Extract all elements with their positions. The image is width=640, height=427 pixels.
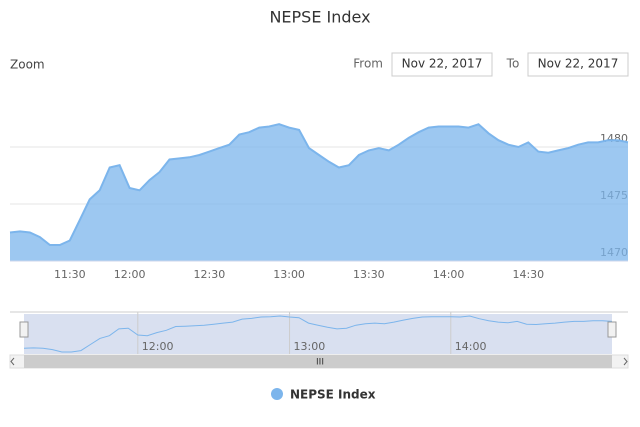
scroll-left[interactable] (10, 357, 15, 366)
x-tick-label: 13:30 (353, 268, 385, 281)
x-tick-label: 12:00 (114, 268, 146, 281)
scrollbar-grip: III (316, 358, 324, 368)
navigator-tick-label: 14:00 (455, 340, 487, 353)
navigator-tick-label: 12:00 (142, 340, 174, 353)
scrollbar-thumb[interactable] (24, 355, 612, 368)
from-value[interactable]: Nov 22, 2017 (402, 57, 483, 71)
x-tick-label: 11:30 (54, 268, 86, 281)
from-label: From (353, 57, 383, 71)
area (10, 124, 628, 261)
x-tick-label: 14:00 (433, 268, 465, 281)
from-input[interactable] (391, 52, 493, 77)
scroll-right[interactable] (623, 357, 628, 366)
navigator-handle[interactable] (607, 321, 617, 338)
to-input[interactable] (527, 52, 629, 77)
to-label: To (506, 57, 520, 71)
legend-marker (271, 388, 283, 400)
navigator-line (23, 315, 613, 353)
x-tick-label: 14:30 (512, 268, 544, 281)
x-tick-label: 12:30 (194, 268, 226, 281)
zoom-label: Zoom (10, 58, 45, 72)
navigator-tick-label: 13:00 (294, 340, 326, 353)
navigator-mask (24, 314, 612, 354)
to-value[interactable]: Nov 22, 2017 (538, 57, 619, 71)
x-tick-label: 13:00 (273, 268, 305, 281)
legend-label[interactable]: NEPSE Index (290, 388, 376, 402)
line (9, 123, 629, 246)
chart-title: NEPSE Index (269, 8, 370, 27)
navigator-handle[interactable] (19, 321, 29, 338)
